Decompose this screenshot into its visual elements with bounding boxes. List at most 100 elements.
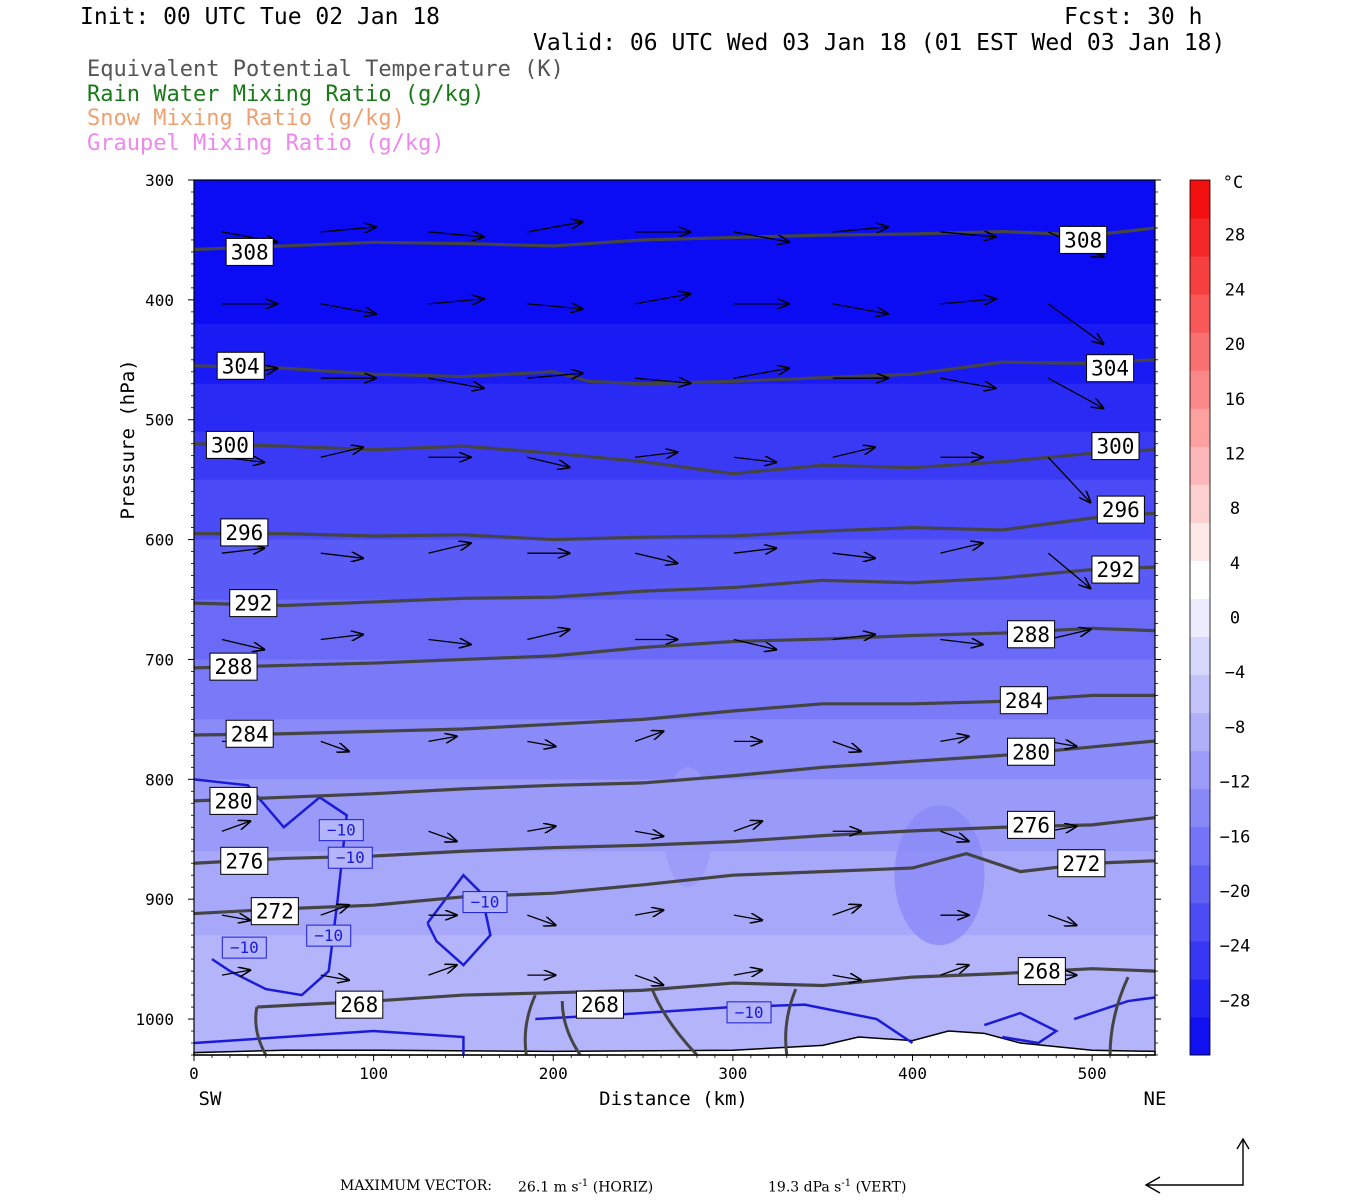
wind-vector bbox=[1156, 831, 1184, 836]
wind-vector bbox=[634, 731, 663, 742]
colorbar-tick-label: 20 bbox=[1225, 335, 1245, 355]
wind-vector bbox=[940, 543, 982, 554]
x-end-label-ne: NE bbox=[1144, 1088, 1167, 1110]
colorbar-segment bbox=[1190, 446, 1210, 485]
wind-vector bbox=[1047, 303, 1103, 344]
wind-vector bbox=[428, 232, 484, 237]
theta-e-contour-268-lowlevel bbox=[1108, 976, 1130, 1055]
wind-vector bbox=[320, 227, 376, 232]
svg-text:304: 304 bbox=[222, 354, 260, 378]
colorbar-segment bbox=[1190, 180, 1210, 219]
max-vector-vertical: 19.3 dPa s-1 (VERT) bbox=[768, 1178, 907, 1196]
wind-vector bbox=[832, 634, 875, 639]
theta-e-contour-268-lowlevel bbox=[523, 994, 537, 1055]
y-tick-label: 600 bbox=[145, 531, 174, 550]
wind-vector bbox=[940, 736, 968, 741]
svg-text:−10: −10 bbox=[327, 821, 356, 840]
legend-theta-e: Equivalent Potential Temperature (K) bbox=[87, 57, 564, 82]
wind-vector bbox=[320, 975, 349, 980]
shade-band bbox=[194, 659, 1155, 721]
wind-vector bbox=[428, 736, 457, 741]
max-vector-horizontal: 26.1 m s-1 (HORIZ) bbox=[518, 1178, 654, 1196]
y-tick-label: 400 bbox=[145, 291, 174, 310]
theta-e-label: 288 bbox=[1007, 620, 1056, 649]
wind-vector bbox=[733, 970, 762, 975]
colorbar-segment bbox=[1190, 370, 1210, 409]
colorbar-segment bbox=[1190, 902, 1210, 942]
theta-e-contour-268-lowlevel bbox=[254, 1006, 268, 1055]
theta-e-label: 272 bbox=[250, 897, 299, 926]
x-tick-label: 400 bbox=[898, 1064, 927, 1083]
x-tick-label: 0 bbox=[189, 1064, 199, 1083]
svg-text:288: 288 bbox=[1012, 623, 1050, 647]
svg-text:284: 284 bbox=[231, 722, 269, 746]
wind-vector bbox=[1048, 629, 1090, 641]
wind-vector bbox=[527, 373, 582, 378]
theta-e-label: 280 bbox=[209, 786, 258, 815]
svg-text:300: 300 bbox=[1097, 435, 1135, 459]
svg-text:268: 268 bbox=[340, 993, 378, 1017]
contour-labels: 308 308 304 304 300 300 296 296 292 292 288 288 284 2… bbox=[205, 225, 1145, 1024]
svg-text:−10: −10 bbox=[314, 926, 343, 945]
theta-e-contour-268-lowlevel bbox=[784, 988, 798, 1055]
colorbar-tick-label: −16 bbox=[1220, 827, 1251, 847]
theta-e-label: 276 bbox=[220, 846, 269, 875]
init-time: Init: 00 UTC Tue 02 Jan 18 bbox=[80, 4, 441, 30]
wind-vector bbox=[634, 552, 677, 563]
max-vector-prefix: MAXIMUM VECTOR: bbox=[340, 1178, 492, 1194]
y-tick-label: 700 bbox=[145, 650, 174, 669]
svg-text:280: 280 bbox=[215, 789, 253, 813]
colorbar-segment bbox=[1190, 522, 1210, 561]
isotherm-label: −10 bbox=[318, 819, 364, 842]
svg-text:284: 284 bbox=[1005, 689, 1043, 713]
shade-band bbox=[194, 323, 1155, 385]
wind-vector bbox=[320, 447, 363, 458]
wind-vector bbox=[733, 638, 776, 649]
svg-text:280: 280 bbox=[1012, 740, 1050, 764]
svg-text:308: 308 bbox=[1064, 228, 1102, 252]
wind-vector bbox=[320, 553, 363, 558]
theta-e-label: 268 bbox=[335, 990, 384, 1019]
wind-vector bbox=[832, 447, 875, 458]
x-end-label-sw: SW bbox=[199, 1088, 222, 1110]
isotherm-label: −10 bbox=[327, 846, 373, 869]
colorbar-segment bbox=[1190, 788, 1210, 828]
wind-vector bbox=[634, 974, 663, 985]
wind-vector bbox=[527, 741, 555, 746]
colorbar-tick-label: −4 bbox=[1225, 663, 1245, 683]
y-tick-label: 500 bbox=[145, 411, 174, 430]
wind-vector bbox=[527, 304, 582, 309]
colorbar-tick-label: −20 bbox=[1220, 882, 1251, 902]
svg-text:292: 292 bbox=[1097, 558, 1135, 582]
theta-e-contour-268-lowlevel bbox=[560, 1001, 582, 1055]
colorbar-segment bbox=[1190, 332, 1210, 371]
wind-vector bbox=[832, 227, 888, 232]
colorbar-tick-label: −8 bbox=[1225, 718, 1245, 738]
x-tick-label: 100 bbox=[359, 1064, 388, 1083]
colorbar-tick-label: 12 bbox=[1225, 444, 1245, 464]
svg-text:296: 296 bbox=[1102, 498, 1140, 522]
y-axis-label: Pressure (hPa) bbox=[117, 359, 139, 519]
wind-vector bbox=[221, 915, 250, 920]
colorbar-segment bbox=[1190, 940, 1210, 980]
wind-vector bbox=[527, 914, 555, 925]
colorbar-tick-label: 16 bbox=[1225, 390, 1245, 410]
colorbar-frame bbox=[1189, 179, 1211, 1056]
shade-pocket bbox=[894, 805, 985, 946]
y-tick-label: 800 bbox=[145, 770, 174, 789]
wind-vector bbox=[221, 638, 264, 649]
svg-text:276: 276 bbox=[1012, 813, 1050, 837]
shade-band bbox=[194, 383, 1155, 433]
shade-pocket bbox=[662, 767, 713, 888]
theta-e-label: 304 bbox=[1086, 354, 1135, 383]
axes: 300 400 500 600 700 800 900 1000 0 100 200 300 400 50… bbox=[117, 171, 1166, 1110]
theta-e-label: 284 bbox=[225, 719, 274, 748]
y-tick-label: 300 bbox=[145, 171, 174, 190]
legend-graupel: Graupel Mixing Ratio (g/kg) bbox=[87, 131, 445, 156]
wind-vector bbox=[428, 830, 457, 841]
shade-band bbox=[194, 180, 1155, 325]
wind-vector bbox=[527, 456, 569, 467]
wind-vector bbox=[221, 970, 250, 975]
colorbar-segment bbox=[1190, 978, 1210, 1018]
